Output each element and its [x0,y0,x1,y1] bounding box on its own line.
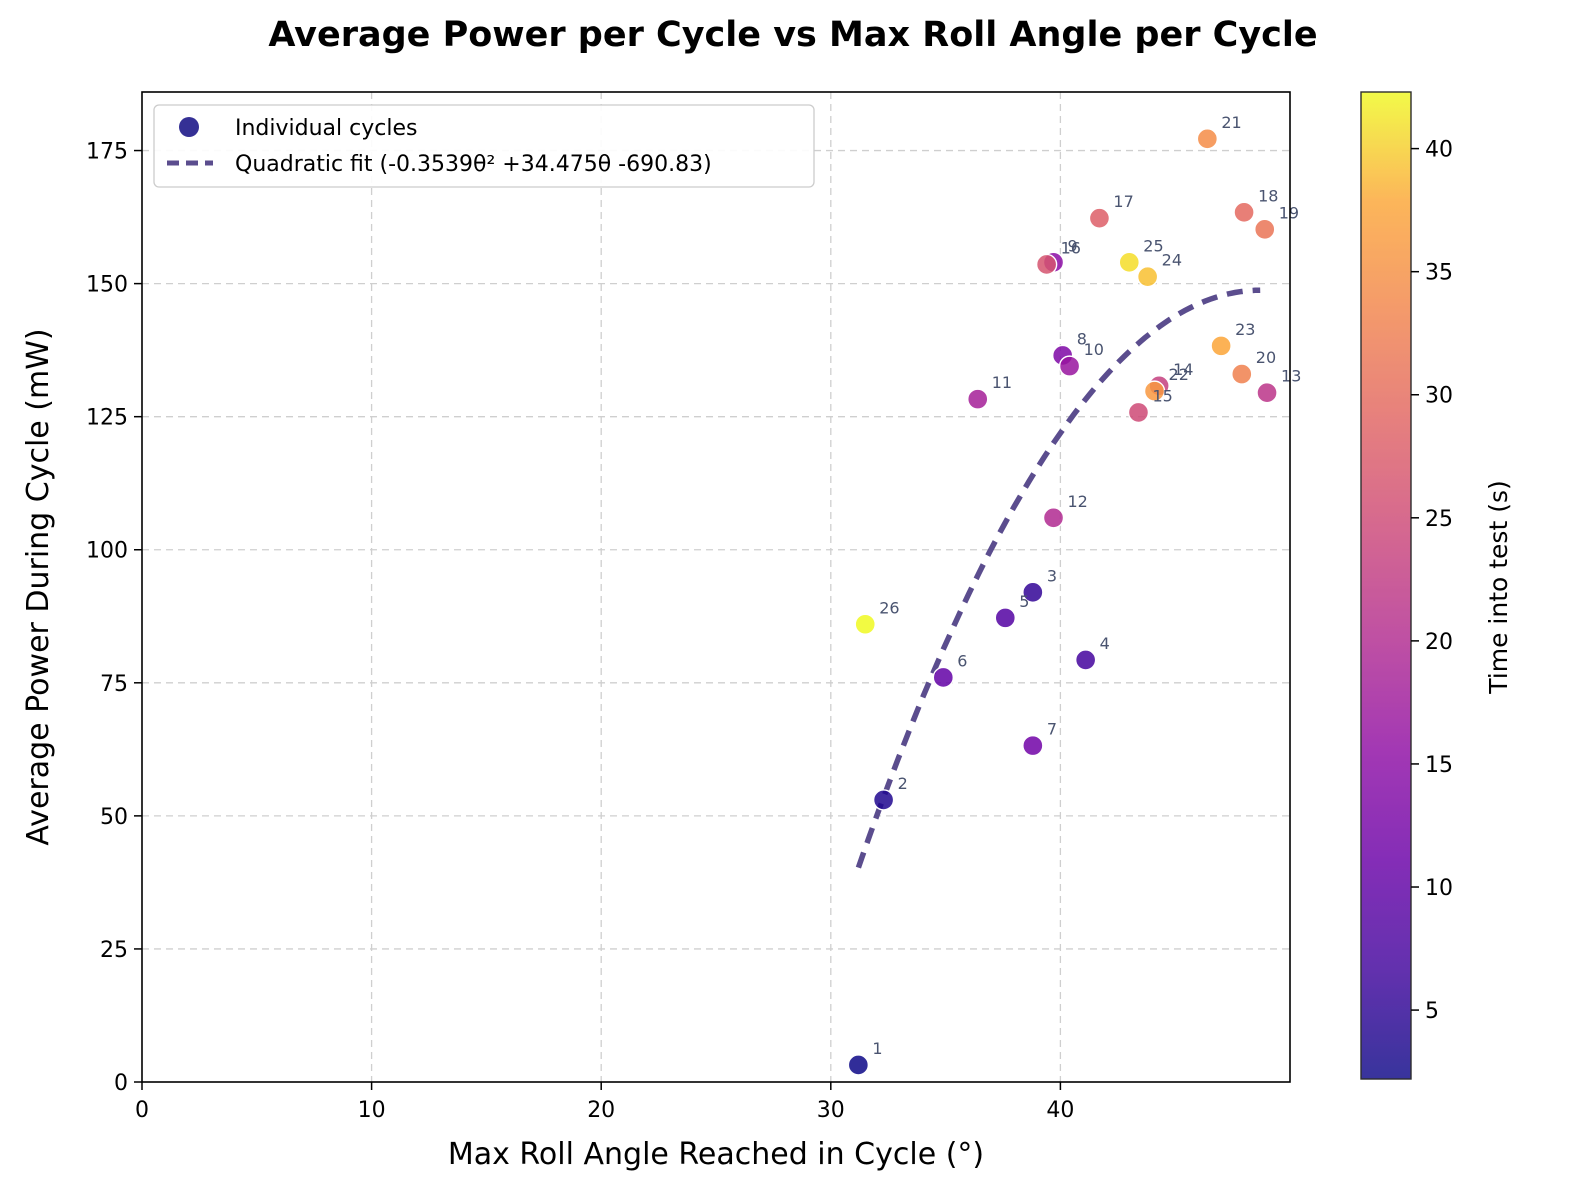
x-tick-label: 40 [1046,1098,1074,1123]
point-label: 25 [1143,236,1163,255]
y-tick-label: 125 [86,406,128,431]
colorbar-label: Time into test (s) [1484,480,1513,694]
data-point [1035,253,1058,276]
point-label: 9 [1068,236,1078,255]
point-label: 8 [1077,329,1087,348]
colorbar-tick-label: 40 [1425,138,1453,163]
point-label: 16 [1061,238,1081,257]
data-point [1233,201,1255,223]
data-point [1042,507,1065,529]
point-label: 1 [872,1039,882,1058]
data-point [1074,649,1097,671]
y-tick-label: 25 [100,938,128,963]
y-tick-label: 0 [114,1071,128,1096]
legend-label-cycles: Individual cycles [235,116,417,141]
y-tick-label: 100 [86,539,128,564]
quadratic-fit-line [855,287,1261,869]
point-label: 18 [1258,186,1278,205]
data-point [932,666,955,689]
point-label: 17 [1113,192,1133,211]
colorbar-tick-label: 35 [1425,261,1453,286]
colorbar-tick-label: 30 [1425,384,1453,409]
colorbar-tick-label: 10 [1425,876,1453,901]
data-point [847,1054,870,1076]
point-label: 23 [1235,320,1255,339]
point-label: 19 [1279,203,1299,222]
legend: Individual cycles Quadratic fit (-0.3539… [153,104,815,188]
x-tick-label: 20 [587,1098,615,1123]
data-point [1254,218,1276,241]
legend-marker-cycles [179,117,199,137]
point-label: 26 [879,598,899,617]
y-axis-label: Average Power During Cycle (mW) [21,328,56,845]
data-point [1022,734,1044,757]
legend-label-fit: Quadratic fit (-0.3539θ² +34.475θ -690.8… [235,152,712,177]
data-point [1256,382,1278,404]
point-label: 11 [992,373,1012,392]
data-point [1088,207,1111,229]
point-label: 20 [1256,348,1276,367]
y-tick-label: 150 [86,273,128,298]
point-label: 2 [898,774,908,793]
data-point [872,789,895,811]
data-point [1231,363,1253,385]
point-label: 22 [1169,365,1189,384]
data-point [1127,401,1150,424]
x-ticks: 0 10 20 30 40 [135,1082,1074,1123]
colorbar-tick-label: 20 [1425,630,1453,655]
colorbar-ticks: 5 10 15 20 25 30 35 40 [1411,138,1453,1024]
fit-line [855,287,1261,869]
point-label: 21 [1221,113,1241,132]
y-tick-label: 75 [100,672,128,697]
colorbar [1360,91,1412,1080]
colorbar-tick-label: 15 [1425,753,1453,778]
point-label: 5 [1019,592,1029,611]
plot-frame [141,91,1291,1083]
chart-title: Average Power per Cycle vs Max Roll Angl… [268,15,1317,55]
data-point [1058,355,1081,377]
colorbar-tick-label: 5 [1425,999,1439,1024]
data-point [1210,335,1232,357]
x-tick-label: 0 [135,1098,149,1123]
y-tick-label: 50 [100,805,128,830]
y-ticks: 0 25 50 75 100 125 150 175 [86,140,142,1096]
data-point [1196,128,1219,150]
grid [142,92,1290,1082]
point-label: 12 [1068,492,1088,511]
data-point [1118,251,1140,274]
points [847,128,1278,1076]
x-tick-label: 30 [817,1098,845,1123]
x-axis-label: Max Roll Angle Reached in Cycle (°) [448,1137,984,1172]
data-point [994,607,1016,629]
data-point [854,613,876,635]
point-label: 10 [1084,340,1104,359]
colorbar-tick-label: 25 [1425,507,1453,532]
data-point [1022,581,1044,604]
point-label: 24 [1162,251,1182,270]
data-point [967,388,989,410]
legend-box [153,104,815,188]
point-label: 14 [1173,360,1193,379]
data-point [1143,380,1166,402]
point-label: 7 [1047,720,1057,739]
point-label: 15 [1152,386,1172,405]
data-point [1136,265,1159,288]
x-tick-label: 10 [358,1098,386,1123]
point-label: 3 [1047,566,1057,585]
y-tick-label: 175 [86,140,128,165]
point-label: 6 [957,651,967,670]
point-label: 4 [1100,634,1110,653]
point-label: 13 [1281,367,1301,386]
